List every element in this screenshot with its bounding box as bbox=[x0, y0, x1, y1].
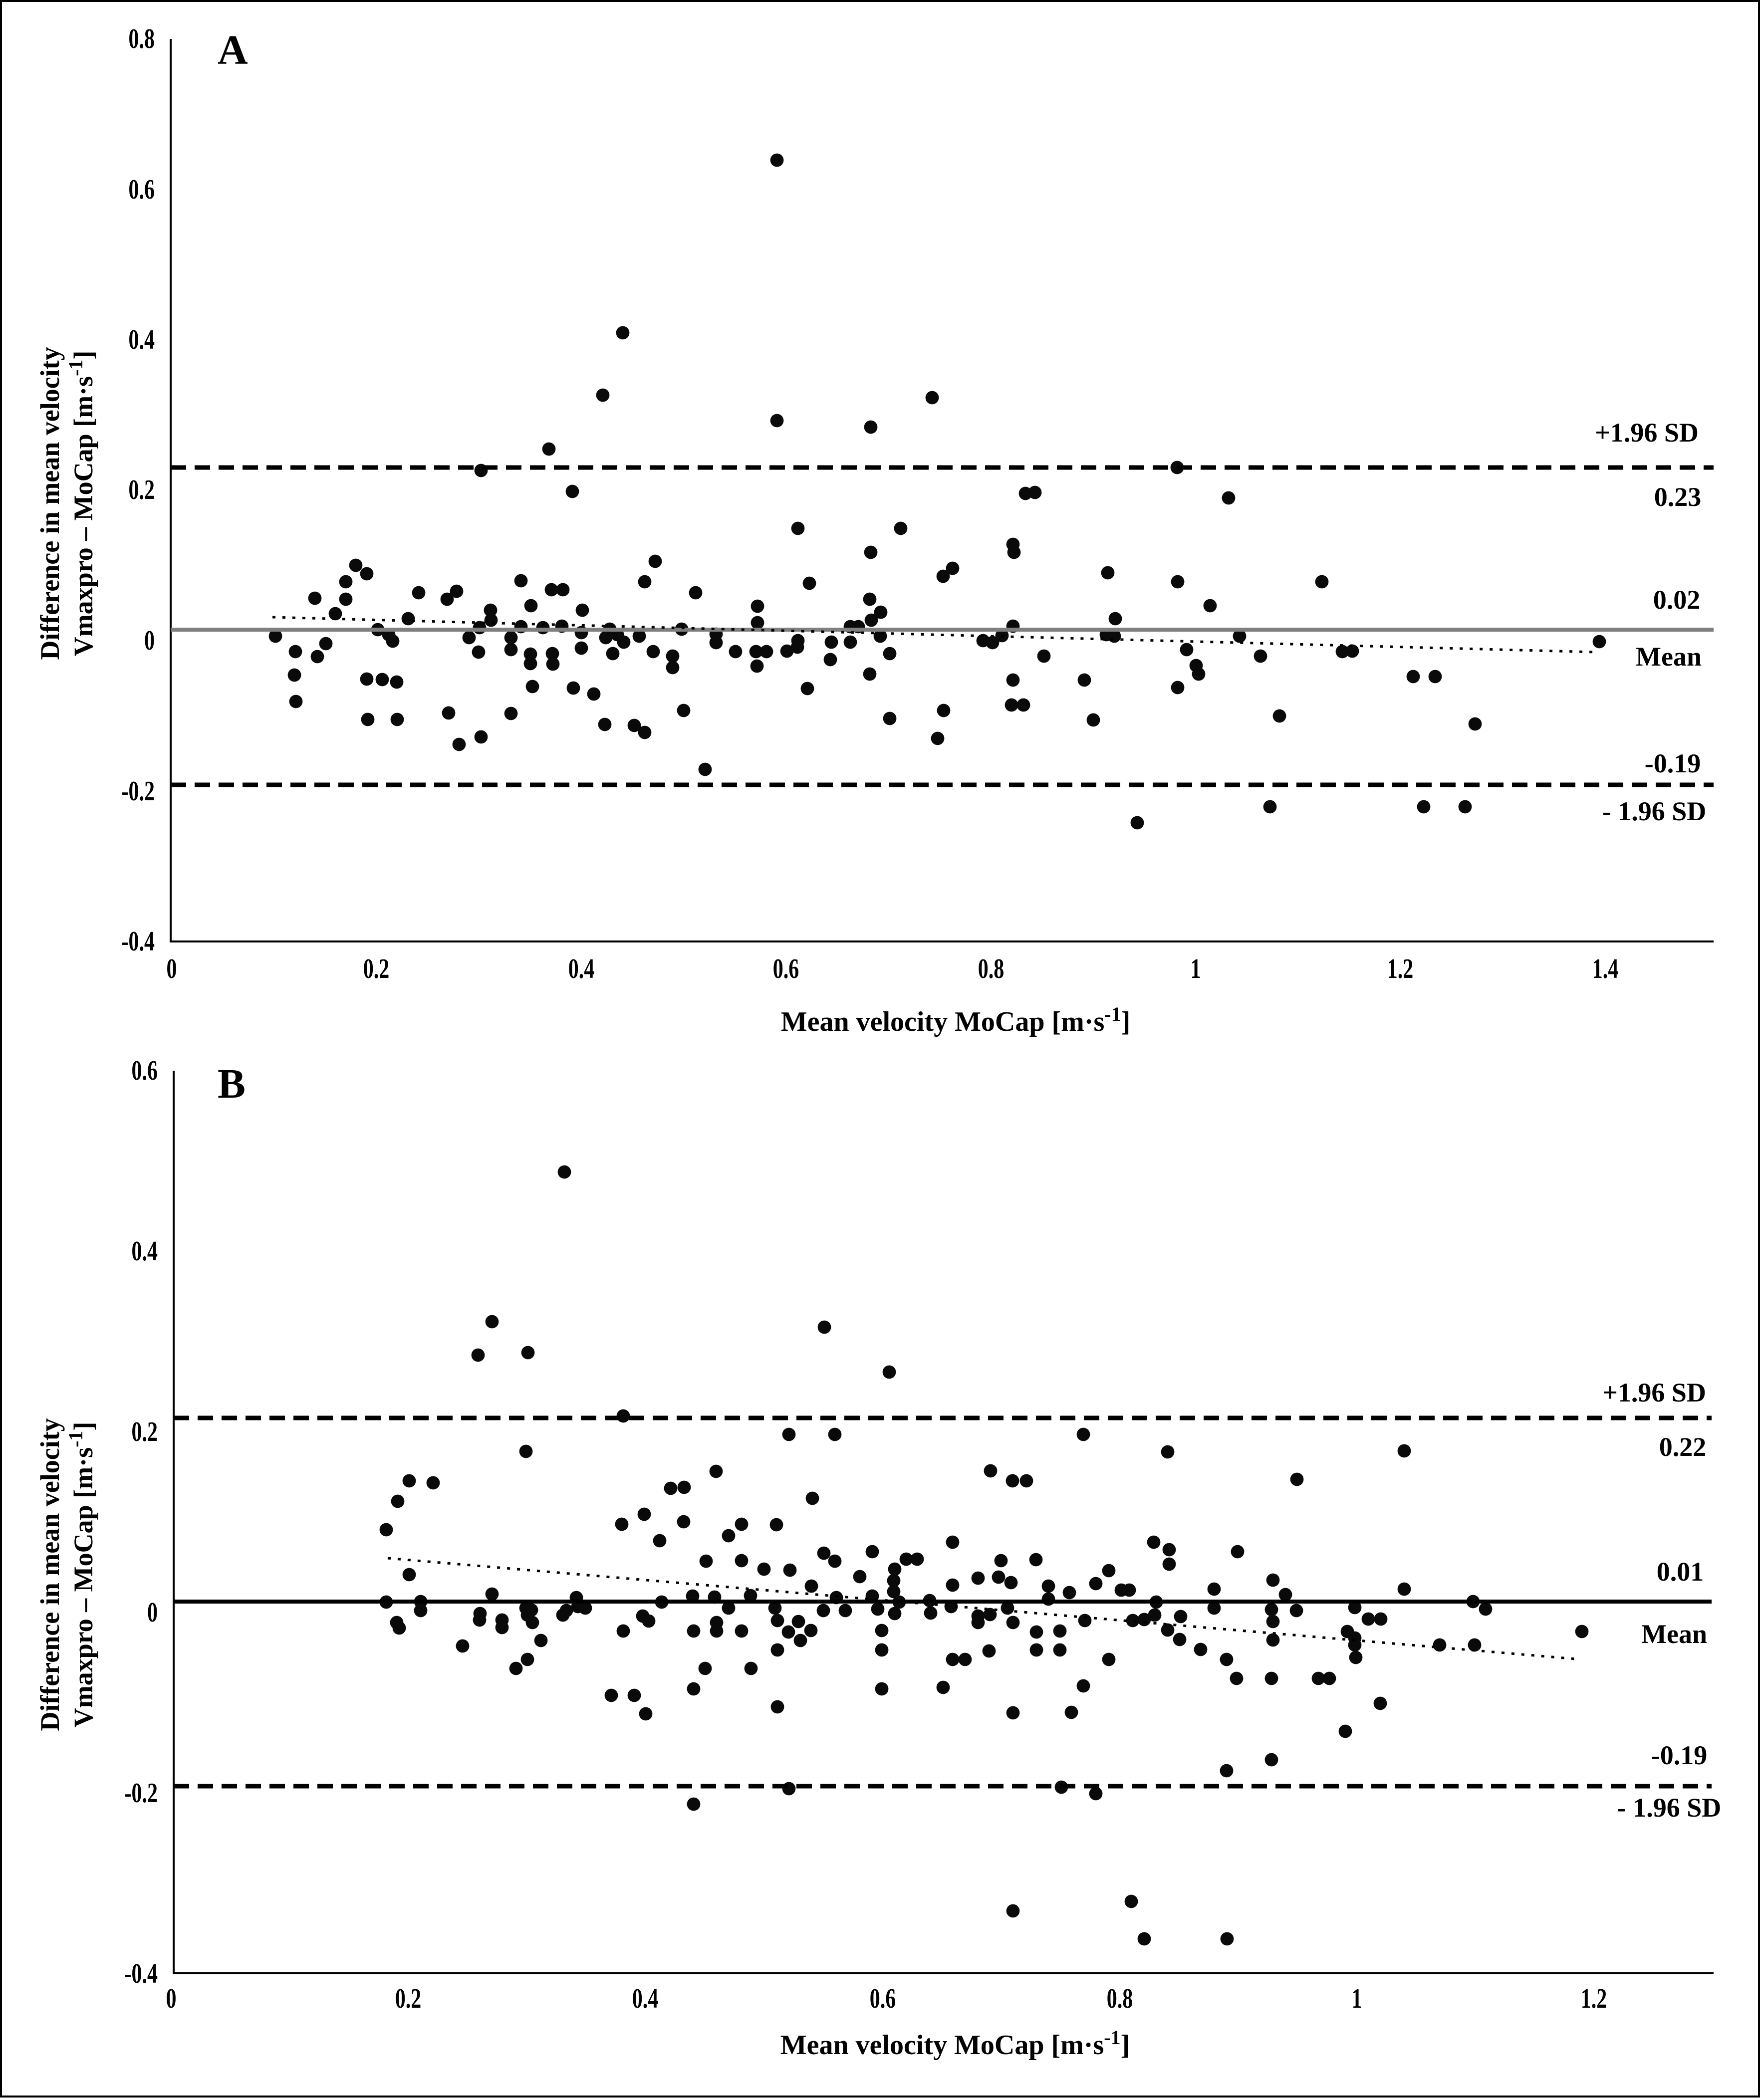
svg-text:1.2: 1.2 bbox=[1581, 1983, 1607, 2014]
svg-text:0: 0 bbox=[147, 1597, 158, 1628]
svg-text:0.22: 0.22 bbox=[1659, 1432, 1707, 1462]
svg-text:0.8: 0.8 bbox=[129, 23, 155, 54]
svg-text:Mean: Mean bbox=[1636, 642, 1702, 672]
svg-text:Vmaxpro – MoCap [m·s-1]: Vmaxpro – MoCap [m·s-1] bbox=[64, 351, 98, 657]
svg-text:-0.4: -0.4 bbox=[122, 926, 155, 957]
svg-text:0.2: 0.2 bbox=[132, 1416, 158, 1447]
svg-text:0.2: 0.2 bbox=[395, 1983, 422, 2014]
svg-text:-0.19: -0.19 bbox=[1645, 748, 1701, 778]
svg-text:0.23: 0.23 bbox=[1654, 482, 1702, 512]
svg-text:0.6: 0.6 bbox=[132, 1055, 158, 1086]
svg-text:0: 0 bbox=[166, 1983, 177, 2014]
svg-text:0.2: 0.2 bbox=[363, 953, 390, 984]
svg-text:Difference in mean velocity: Difference in mean velocity bbox=[35, 347, 65, 660]
svg-text:0.4: 0.4 bbox=[632, 1983, 659, 2014]
svg-text:Vmaxpro – MoCap [m·s-1]: Vmaxpro – MoCap [m·s-1] bbox=[64, 1422, 98, 1728]
svg-text:Mean velocity MoCap [m·s-1]: Mean velocity MoCap [m·s-1] bbox=[781, 1003, 1131, 1037]
svg-text:1: 1 bbox=[1352, 1983, 1362, 2014]
svg-text:+1.96 SD: +1.96 SD bbox=[1595, 418, 1699, 448]
svg-text:0.8: 0.8 bbox=[1107, 1983, 1133, 2014]
svg-text:-0.19: -0.19 bbox=[1651, 1740, 1707, 1770]
svg-text:1: 1 bbox=[1191, 953, 1201, 984]
svg-text:B: B bbox=[218, 1061, 246, 1107]
svg-text:0.01: 0.01 bbox=[1657, 1557, 1704, 1587]
svg-text:0.6: 0.6 bbox=[129, 174, 155, 205]
svg-text:0.8: 0.8 bbox=[978, 953, 1005, 984]
svg-text:-0.4: -0.4 bbox=[125, 1958, 158, 1989]
svg-text:- 1.96 SD: - 1.96 SD bbox=[1617, 1793, 1722, 1823]
svg-text:0.4: 0.4 bbox=[129, 324, 155, 355]
svg-text:Mean velocity MoCap [m·s-1]: Mean velocity MoCap [m·s-1] bbox=[780, 2026, 1130, 2061]
svg-text:+1.96 SD: +1.96 SD bbox=[1602, 1378, 1706, 1407]
svg-text:0.2: 0.2 bbox=[129, 474, 155, 505]
svg-text:0.6: 0.6 bbox=[870, 1983, 896, 2014]
svg-text:1.4: 1.4 bbox=[1592, 953, 1619, 984]
svg-text:A: A bbox=[218, 27, 248, 73]
svg-text:0.02: 0.02 bbox=[1653, 585, 1701, 615]
svg-text:0.6: 0.6 bbox=[773, 953, 799, 984]
svg-text:Difference in mean velocity: Difference in mean velocity bbox=[35, 1418, 65, 1731]
svg-text:0: 0 bbox=[167, 953, 177, 984]
svg-text:0: 0 bbox=[144, 625, 155, 656]
svg-text:- 1.96 SD: - 1.96 SD bbox=[1602, 796, 1707, 826]
svg-text:0.4: 0.4 bbox=[568, 953, 595, 984]
svg-text:-0.2: -0.2 bbox=[122, 776, 155, 807]
svg-text:Mean: Mean bbox=[1641, 1619, 1707, 1649]
svg-text:1.2: 1.2 bbox=[1387, 953, 1414, 984]
svg-text:0.4: 0.4 bbox=[132, 1236, 158, 1267]
svg-text:-0.2: -0.2 bbox=[125, 1778, 158, 1809]
